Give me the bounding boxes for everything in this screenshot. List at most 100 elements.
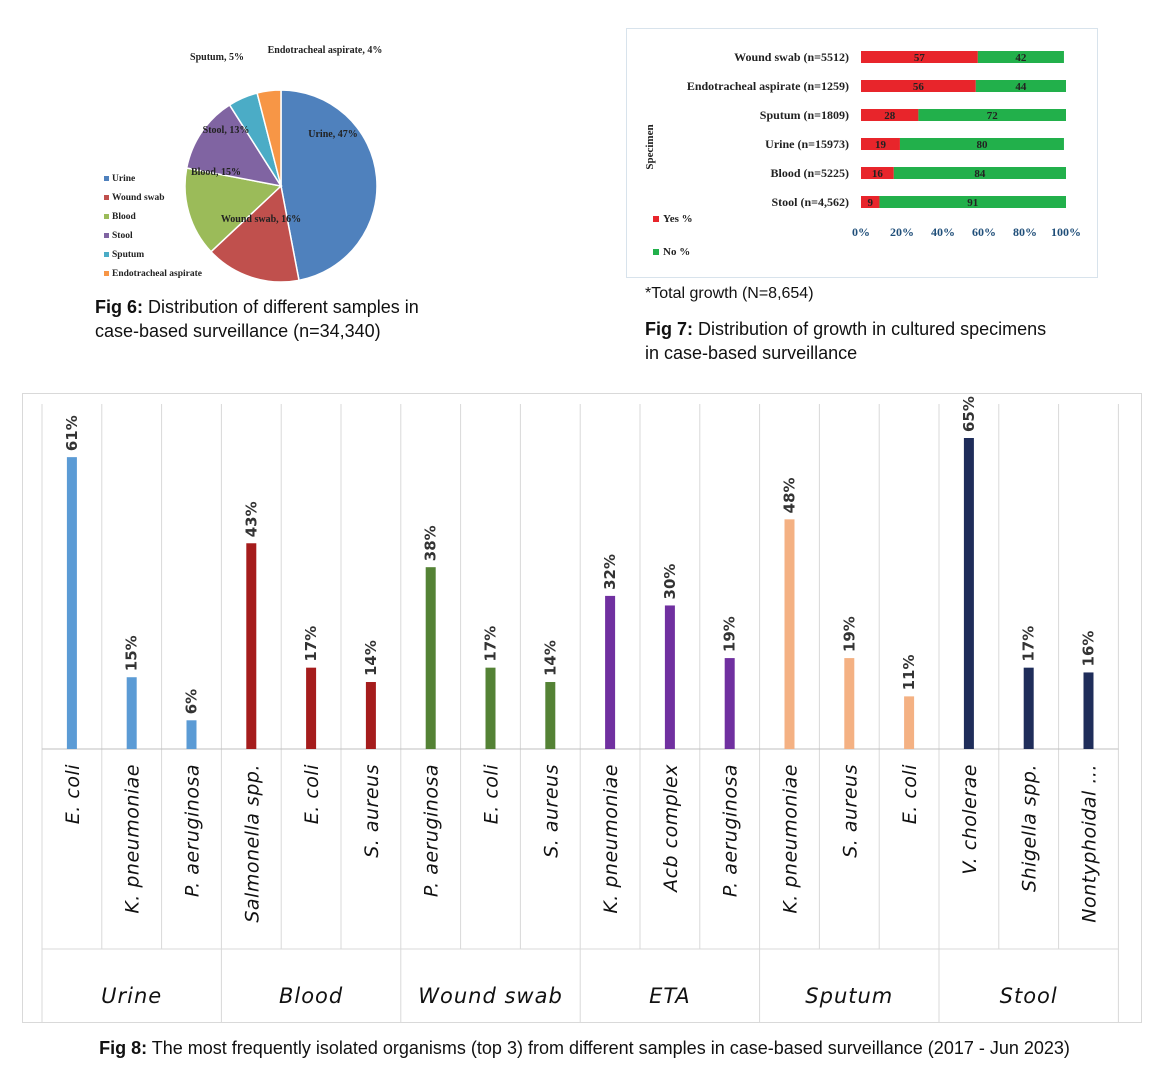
column-data-label: 16%	[1080, 631, 1098, 667]
organism-label: E. coli	[481, 764, 503, 824]
legend-label-no: No %	[663, 246, 690, 258]
x-tick-label: 80%	[1013, 225, 1037, 239]
column-bar	[365, 682, 376, 749]
bar-data-label: 44	[1015, 81, 1027, 93]
column-data-label: 19%	[721, 616, 739, 652]
bar-data-label: 80	[976, 139, 988, 151]
group-label-urine: Urine	[101, 984, 162, 1008]
pie-slice-stool	[185, 103, 283, 188]
organism-label: E. coli	[62, 764, 84, 824]
organism-label: P. aeruginosa	[720, 764, 742, 897]
column-bar	[485, 667, 496, 749]
bar-data-label: 42	[1015, 52, 1027, 64]
bar-segment-no	[899, 138, 1064, 150]
stacked-bar-chart: Wound swab (n=5512) 57 42 Endotracheal aspi…	[644, 50, 1081, 258]
fig7-caption-line2: in case-based surveillance	[645, 343, 858, 363]
pie-data-label: Stool, 13%	[203, 125, 250, 136]
fig6-caption-line2: case-based surveillance (n=34,340)	[95, 321, 381, 341]
legend-swatch-no	[653, 249, 659, 255]
bar-data-label: 19	[875, 139, 887, 151]
y-axis-label: Specimen	[644, 124, 656, 169]
organism-label: S. aureus	[361, 764, 383, 858]
column-bar	[664, 605, 675, 749]
column-data-label: 17%	[482, 626, 500, 662]
column-data-label: 43%	[242, 501, 260, 537]
x-tick-label: 60%	[972, 225, 996, 239]
bar-segment-yes	[861, 196, 880, 208]
pie-data-label: Wound swab, 16%	[221, 214, 301, 225]
organism-column-chart-panel: 61% E. coli 15% K. pneumoniae 6% P. aeruginos…	[22, 393, 1142, 1023]
legend-label-stool: Stool	[112, 231, 133, 241]
bar-data-label: 57	[914, 52, 926, 64]
legend-label-wound-swab: Wound swab	[112, 193, 165, 203]
fig6-caption-label: Fig 6:	[95, 297, 143, 317]
bar-segment-no	[918, 109, 1066, 121]
column-data-label: 19%	[840, 616, 858, 652]
pie-chart: Urine, 47% Wound swab, 16% Blood, 15% Stool…	[104, 45, 383, 283]
column-data-label: 11%	[900, 654, 918, 690]
x-tick-label: 40%	[931, 225, 955, 239]
fig7-caption-label: Fig 7:	[645, 319, 693, 339]
pie-data-label: Endotracheal aspirate, 4%	[268, 45, 383, 56]
column-bar	[66, 457, 77, 749]
legend-swatch-wound-swab	[104, 195, 109, 200]
legend-swatch-yes	[653, 216, 659, 222]
fig8-caption-text: The most frequently isolated organisms (…	[151, 1038, 1070, 1058]
pie-data-label: Sputum, 5%	[190, 52, 244, 63]
bar-data-label: 56	[913, 81, 925, 93]
group-label-wound-swab: Wound swab	[418, 984, 563, 1008]
group-label-blood: Blood	[279, 984, 343, 1008]
column-bar	[605, 595, 616, 749]
column-data-label: 17%	[302, 626, 320, 662]
bar-category-label: Blood (n=5225)	[770, 166, 849, 180]
bar-segment-no	[975, 80, 1066, 92]
fig8-caption: Fig 8: The most frequently isolated orga…	[0, 1036, 1169, 1060]
legend-swatch-stool	[104, 233, 109, 238]
fig7-caption: Fig 7: Distribution of growth in culture…	[645, 317, 1046, 365]
pie-data-label: Blood, 15%	[191, 167, 241, 178]
legend-swatch-sputum	[104, 252, 109, 257]
bar-data-label: 84	[974, 168, 986, 180]
group-label-eta: ETA	[649, 984, 691, 1008]
bar-segment-no	[879, 196, 1066, 208]
bar-category-label: Stool (n=4,562)	[771, 195, 849, 209]
organism-label: S. aureus	[839, 764, 861, 858]
column-bar	[246, 543, 257, 749]
organism-column-chart: 61% E. coli 15% K. pneumoniae 6% P. aeruginos…	[41, 396, 1119, 1022]
column-bar	[844, 658, 855, 749]
column-data-label: 17%	[1020, 626, 1038, 662]
bar-data-label: 28	[884, 110, 896, 122]
pie-chart-panel: Urine, 47% Wound swab, 16% Blood, 15% Stool…	[90, 30, 520, 350]
column-bar	[545, 682, 556, 749]
organism-label: Salmonella spp.	[241, 764, 263, 923]
organism-label: S. aureus	[540, 764, 562, 858]
group-label-stool: Stool	[1000, 984, 1058, 1008]
organism-label: K. pneumoniae	[122, 764, 144, 914]
column-bar	[306, 667, 317, 749]
bar-category-label: Sputum (n=1809)	[760, 108, 849, 122]
organism-label: V. cholerae	[959, 764, 981, 875]
organism-label: K. pneumoniae	[780, 764, 802, 914]
fig7-note: *Total growth (N=8,654)	[645, 285, 814, 302]
legend-label-endotracheal-aspirate: Endotracheal aspirate	[112, 269, 202, 279]
legend-label-blood: Blood	[112, 212, 136, 222]
legend-swatch-blood	[104, 214, 109, 219]
legend-label-urine: Urine	[112, 174, 135, 184]
pie-slice-urine	[280, 89, 378, 282]
legend-swatch-endotracheal-aspirate	[104, 271, 109, 276]
bar-segment-no	[977, 51, 1064, 63]
organism-label: E. coli	[301, 764, 323, 824]
column-data-label: 32%	[601, 554, 619, 590]
bar-data-label: 16	[872, 168, 884, 180]
fig6-caption: Fig 6: Distribution of different samples…	[95, 295, 419, 343]
stacked-bar-chart-panel: Wound swab (n=5512) 57 42 Endotracheal aspi…	[626, 28, 1098, 278]
x-tick-label: 0%	[852, 225, 870, 239]
column-bar	[784, 519, 795, 749]
fig7-caption-line1: Distribution of growth in cultured speci…	[698, 319, 1047, 339]
organism-label: P. aeruginosa	[421, 764, 443, 897]
column-data-label: 48%	[781, 477, 799, 513]
legend-swatch-urine	[104, 176, 109, 181]
fig8-caption-label: Fig 8:	[99, 1038, 148, 1058]
x-tick-label: 100%	[1051, 225, 1081, 239]
bar-segment-no	[893, 167, 1066, 179]
